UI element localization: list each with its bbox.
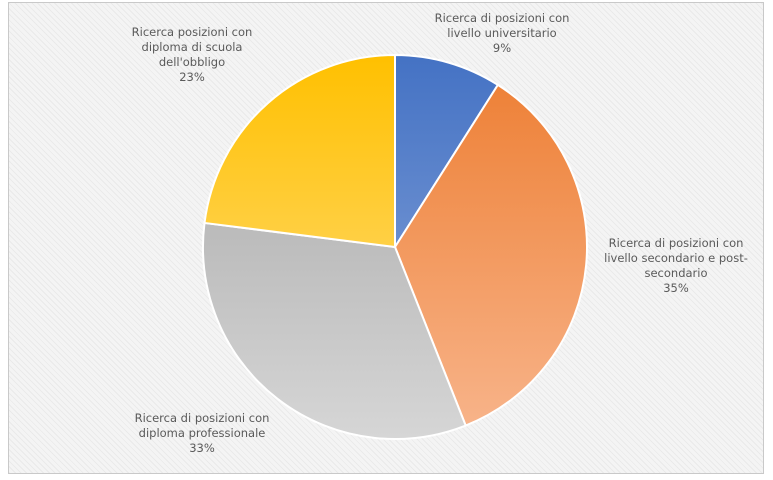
data-label-2: Ricerca di posizioni con livello secondar… [604, 236, 748, 295]
data-label-4: Ricerca posizioni con diploma di scuola de… [132, 25, 253, 84]
data-label-3: Ricerca di posizioni con diploma professi… [135, 411, 270, 455]
data-label-1: Ricerca di posizioni con livello universi… [435, 11, 570, 55]
pie-slice-4 [203, 53, 396, 249]
pie-slice-2 [393, 83, 588, 427]
pie-slice-1 [394, 53, 500, 251]
pie-slice-3 [202, 221, 467, 440]
